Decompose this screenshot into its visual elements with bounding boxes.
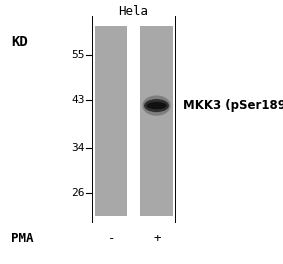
Text: MKK3 (pSer189): MKK3 (pSer189): [183, 99, 283, 112]
Text: +: +: [153, 232, 161, 246]
Text: 34: 34: [71, 143, 85, 153]
Text: 43: 43: [71, 95, 85, 105]
Ellipse shape: [147, 102, 166, 109]
Text: 55: 55: [71, 50, 85, 60]
Text: 26: 26: [71, 188, 85, 198]
Ellipse shape: [144, 99, 169, 112]
Bar: [95, 26, 127, 216]
Bar: [140, 26, 173, 216]
Ellipse shape: [142, 96, 171, 116]
Text: Hela: Hela: [118, 5, 148, 18]
Text: -: -: [108, 232, 115, 246]
Text: PMA: PMA: [11, 232, 34, 246]
Text: KD: KD: [11, 35, 28, 49]
